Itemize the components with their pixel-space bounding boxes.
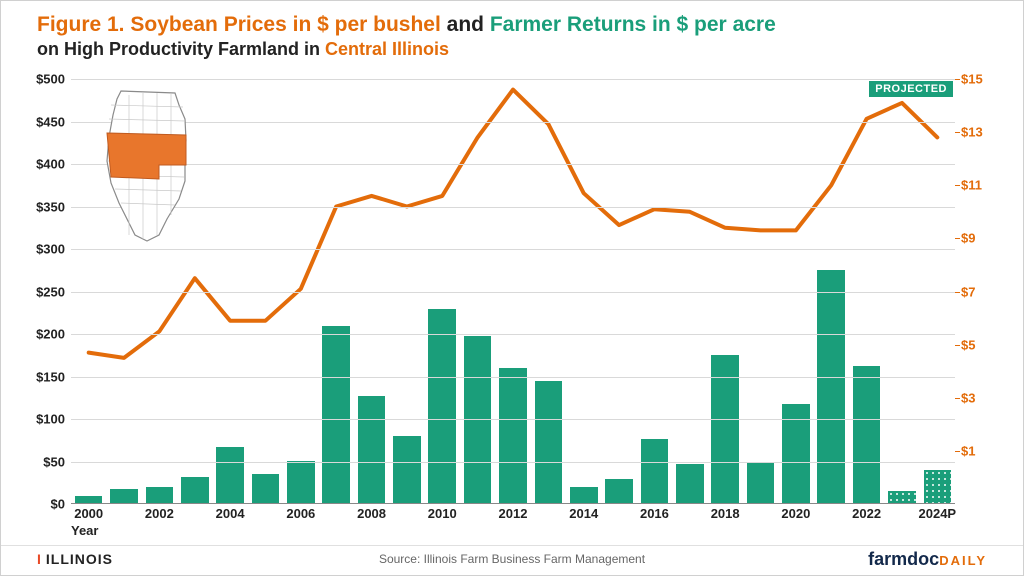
- y-left-tick: $300: [36, 242, 71, 257]
- x-tick: 2022: [852, 504, 881, 521]
- gridline: [71, 462, 955, 463]
- gridline: [71, 334, 955, 335]
- y-right-tick-mark: [955, 79, 960, 80]
- x-tick: 2006: [286, 504, 315, 521]
- x-tick: 2000: [74, 504, 103, 521]
- y-left-tick: $200: [36, 327, 71, 342]
- title-series-b: Farmer Returns in $ per acre: [490, 13, 776, 36]
- x-tick: 2016: [640, 504, 669, 521]
- x-tick: 2002: [145, 504, 174, 521]
- x-tick: 2020: [781, 504, 810, 521]
- x-tick: 2010: [428, 504, 457, 521]
- title-series-a: Soybean Prices in $ per bushel: [130, 13, 440, 36]
- y-left-tick: $400: [36, 157, 71, 172]
- y-right-tick-mark: [955, 292, 960, 293]
- gridline: [71, 292, 955, 293]
- illinois-map-inset: [89, 85, 209, 245]
- gridline: [71, 377, 955, 378]
- x-axis-label: Year: [71, 523, 98, 538]
- x-tick: 2008: [357, 504, 386, 521]
- x-tick: 2024P: [919, 504, 957, 521]
- title-block: Figure 1. Soybean Prices in $ per bushel…: [37, 13, 987, 60]
- illinois-logo-text: ILLINOIS: [46, 551, 113, 567]
- y-left-tick: $0: [51, 497, 71, 512]
- y-left-tick: $50: [43, 454, 71, 469]
- subtitle-b: Central Illinois: [325, 39, 449, 59]
- title-line-2: on High Productivity Farmland in Central…: [37, 39, 987, 60]
- x-tick: 2014: [569, 504, 598, 521]
- y-left-tick: $450: [36, 114, 71, 129]
- farmdoc-text-a: farmdoc: [868, 549, 939, 569]
- projected-badge: PROJECTED: [869, 81, 953, 97]
- figure-label: Figure 1.: [37, 13, 130, 36]
- y-right-tick-mark: [955, 345, 960, 346]
- chart-area: $0$50$100$150$200$250$300$350$400$450$50…: [71, 79, 955, 504]
- gridline: [71, 79, 955, 80]
- y-left-tick: $500: [36, 72, 71, 87]
- title-joiner: and: [441, 13, 490, 36]
- y-left-tick: $250: [36, 284, 71, 299]
- gridline: [71, 249, 955, 250]
- y-right-tick-mark: [955, 398, 960, 399]
- y-right-tick-mark: [955, 185, 960, 186]
- y-left-tick: $350: [36, 199, 71, 214]
- x-tick: 2012: [499, 504, 528, 521]
- y-right-tick-mark: [955, 238, 960, 239]
- block-i-icon: I: [37, 551, 42, 567]
- title-line-1: Figure 1. Soybean Prices in $ per bushel…: [37, 13, 987, 37]
- farmdoc-text-b: DAILY: [939, 553, 987, 568]
- figure-frame: Figure 1. Soybean Prices in $ per bushel…: [0, 0, 1024, 576]
- price-line: [89, 90, 938, 358]
- y-left-tick: $150: [36, 369, 71, 384]
- gridline: [71, 419, 955, 420]
- source-line: Source: Illinois Farm Business Farm Mana…: [379, 552, 645, 566]
- y-right-tick-mark: [955, 132, 960, 133]
- footer: IILLINOIS Source: Illinois Farm Business…: [1, 545, 1023, 575]
- illinois-logo: IILLINOIS: [37, 551, 113, 567]
- x-tick: 2018: [711, 504, 740, 521]
- y-left-tick: $100: [36, 412, 71, 427]
- x-tick: 2004: [216, 504, 245, 521]
- y-right-tick-mark: [955, 451, 960, 452]
- subtitle-a: on High Productivity Farmland in: [37, 39, 325, 59]
- farmdoc-logo: farmdocDAILY: [868, 549, 987, 570]
